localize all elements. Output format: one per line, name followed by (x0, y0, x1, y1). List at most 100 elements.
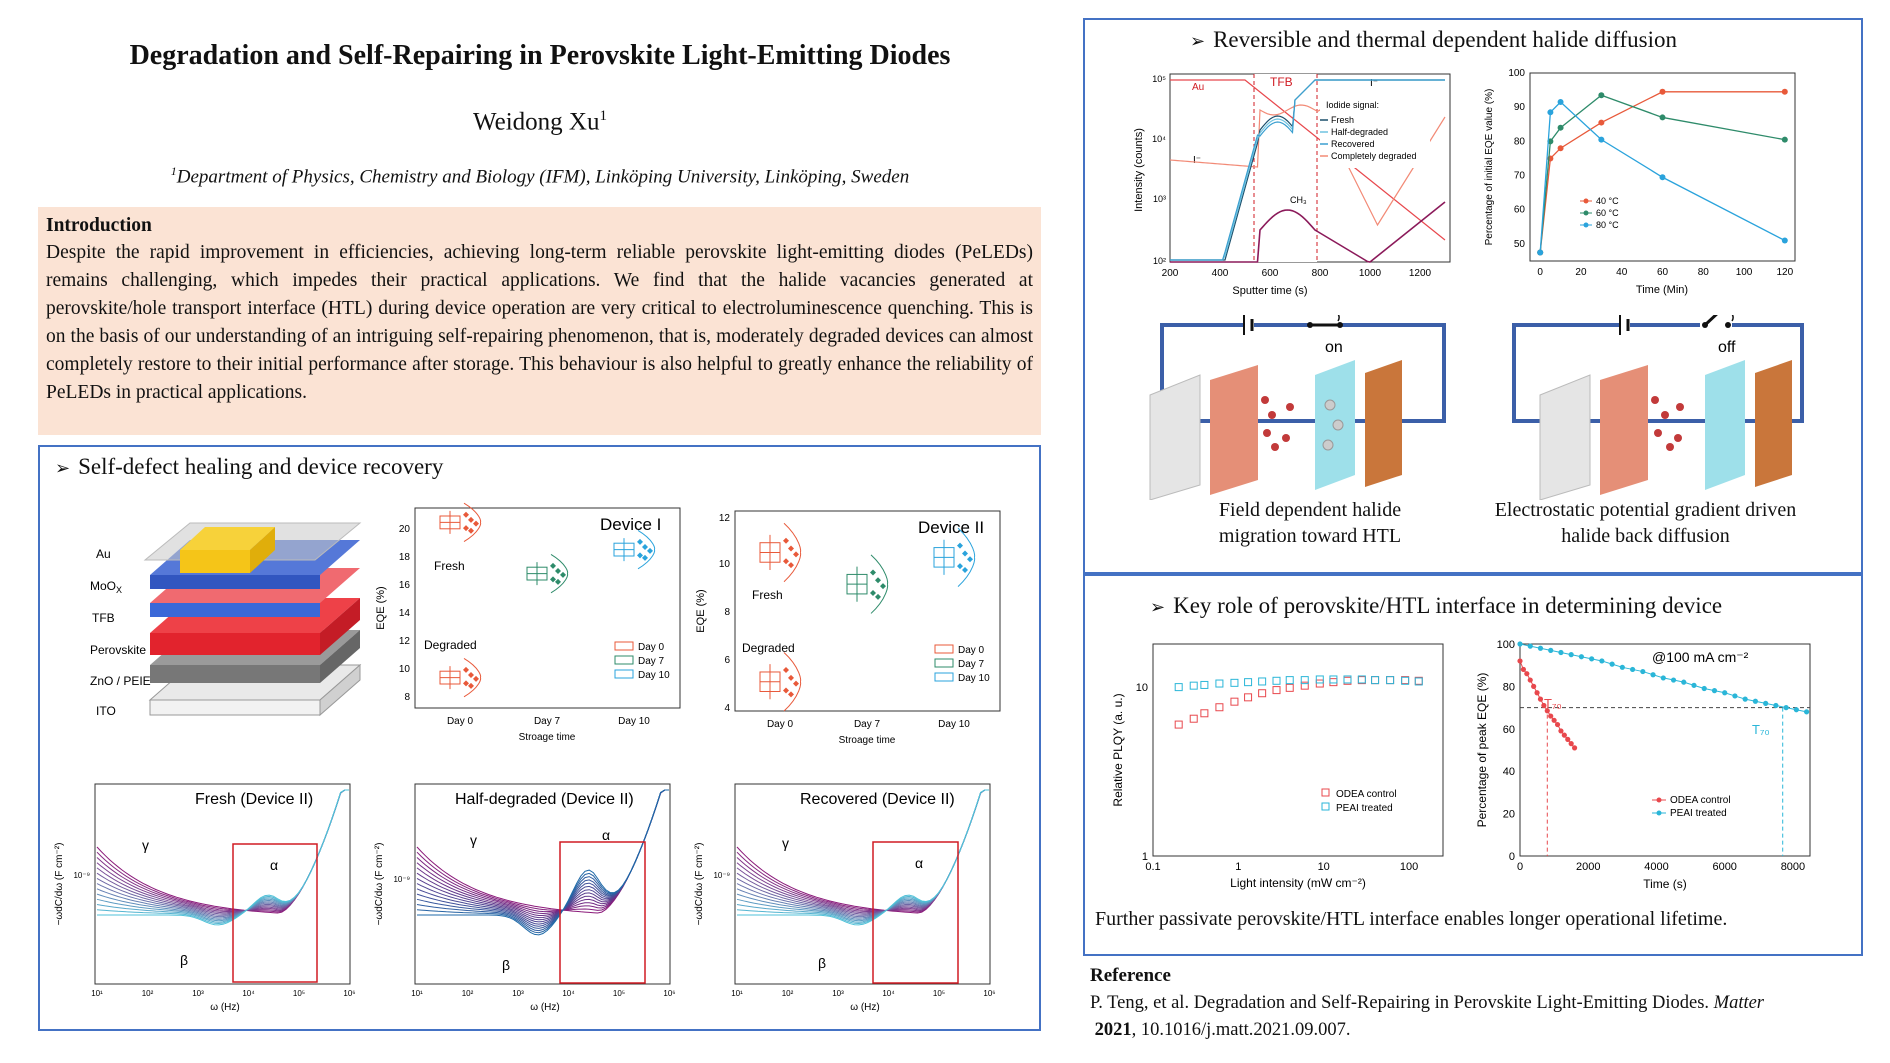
switch-state-label: off (1718, 339, 1736, 356)
data-point (1711, 688, 1718, 694)
data-point (1520, 666, 1527, 673)
reference-year: 2021 (1094, 1020, 1132, 1040)
y-tick: 4 (724, 703, 730, 714)
data-point (1793, 707, 1799, 713)
arrow-bullet-icon: ➢ (1190, 31, 1206, 51)
x-ticks: 10¹ 10² 10³ 10⁴ 10⁵ 10⁶ (91, 989, 355, 998)
current-density-annotation: @100 mA cm⁻² (1652, 649, 1749, 665)
data-point (1619, 664, 1625, 670)
plot-frame (734, 783, 991, 985)
data-point (1534, 690, 1540, 696)
circuit-wire (1512, 323, 1804, 423)
axis-ticks: 0 2000 4000 6000 8000 0 20 40 60 80 100 (1497, 639, 1806, 873)
legend: ODEA control PEAI treated (1652, 795, 1731, 819)
data-point (1783, 705, 1789, 711)
arrow-bullet-icon: ➢ (1150, 597, 1166, 617)
x-axis-label: ω (Hz) (850, 1002, 879, 1013)
label-degraded: Degraded (742, 641, 795, 655)
temperature-eqe-plot: Percentage of initial EQE value (%) Time… (1484, 68, 1796, 296)
y-tick: 80 (1503, 681, 1515, 693)
data-point (1691, 682, 1697, 688)
data-point (1659, 174, 1666, 181)
x-tick: 2000 (1576, 861, 1600, 873)
temperature-series (1537, 88, 1788, 256)
y-axis-label: Percentage of initial EQE value (%) (1484, 89, 1495, 246)
x-tick: 0 (1517, 861, 1523, 873)
introduction-box: Introduction Despite the rapid improveme… (38, 207, 1041, 435)
capacitance-curve (96, 789, 349, 920)
stack-label-au: Au (96, 547, 111, 561)
data-point (1517, 641, 1523, 647)
ito-layer-side (149, 699, 321, 716)
capacitance-curve (97, 789, 349, 926)
x-tick: 80 (1698, 267, 1710, 278)
au-layer (180, 527, 275, 550)
x-tick: 10² (142, 989, 154, 998)
caption-field-dependent: Field dependent halide migration toward … (1218, 499, 1402, 547)
label-alpha: α (915, 855, 923, 871)
x-tick: 40 (1616, 267, 1628, 278)
capacitance-plot-recovered: Recovered (Device II) −ωdC/dω (F cm⁻²) 1… (694, 783, 996, 1013)
data-point (1200, 680, 1209, 689)
box-fresh-day0-point (788, 545, 794, 552)
data-point (1659, 114, 1666, 121)
y-tick: 10 (399, 664, 411, 675)
y-tick: 12 (719, 513, 731, 524)
data-point (1548, 713, 1554, 719)
legend-40c: 40 °C (1596, 196, 1619, 206)
legend-swatch-day10 (614, 669, 634, 679)
x-tick: 10² (782, 989, 794, 998)
label-iodide-2: I⁻ (1193, 155, 1201, 166)
y-tick: 50 (1514, 239, 1526, 250)
y-axis-label: −ωdC/dω (F cm⁻²) (694, 843, 705, 926)
x-tick: 10¹ (91, 989, 103, 998)
legend-recovered: Recovered (1331, 139, 1375, 149)
capacitance-curve (736, 789, 989, 914)
label-beta: β (180, 952, 188, 968)
plot-title: Recovered (Device II) (800, 791, 955, 808)
data-point (1258, 689, 1267, 698)
box-day10-point (962, 550, 968, 557)
y-tick: 80 (1514, 136, 1526, 147)
series-line (1539, 94, 1785, 253)
data-point (1215, 679, 1224, 688)
legend-odea: ODEA control (1670, 795, 1731, 806)
box-day10-point (642, 544, 648, 551)
plot-frame (1529, 72, 1796, 262)
label-iodide: I⁻ (1370, 78, 1378, 89)
capacitance-curve (416, 789, 669, 923)
label-au: Au (1192, 82, 1204, 93)
halide-diffusion-panel (1083, 18, 1863, 574)
halide-ions (1651, 396, 1684, 451)
legend-swatch-day7 (614, 655, 634, 665)
switch-open-icon (1703, 315, 1718, 327)
y-axis-label: Relative PLQY (a. u.) (1111, 693, 1125, 806)
data-point (1561, 732, 1567, 738)
y-tick: 8 (724, 607, 730, 618)
data-point (1609, 661, 1615, 667)
data-point (1401, 676, 1410, 685)
data-point (1230, 678, 1239, 687)
data-point (1215, 703, 1224, 712)
capacitance-curve (416, 789, 669, 927)
data-point (1300, 681, 1309, 690)
box-fresh-day0-point (463, 511, 469, 518)
conclusion-text: Further passivate perovskite/HTL interfa… (1095, 908, 1728, 930)
poster-title: Degradation and Self-Repairing in Perovs… (129, 40, 951, 71)
legend-swatch-day7 (934, 658, 954, 668)
legend: ODEA control PEAI treated (1321, 788, 1397, 814)
au-signal-curve (1170, 79, 1446, 241)
data-point (1599, 658, 1605, 664)
y-tick: 10⁻⁹ (713, 871, 730, 880)
lifetime-plot: Percentage of peak EQE (%) Time (s) @100… (1475, 639, 1811, 891)
box-day7-point (875, 577, 881, 584)
capacitance-curve (96, 789, 349, 918)
y-axis-label: EQE (%) (375, 586, 387, 629)
self-healing-panel (38, 445, 1041, 1031)
y-tick: 10⁻⁹ (393, 875, 410, 884)
capacitance-curve (96, 789, 349, 916)
x-tick: 200 (1162, 268, 1179, 279)
box-degraded-day0-point (473, 675, 479, 682)
legend-odea: ODEA control (1336, 789, 1397, 800)
